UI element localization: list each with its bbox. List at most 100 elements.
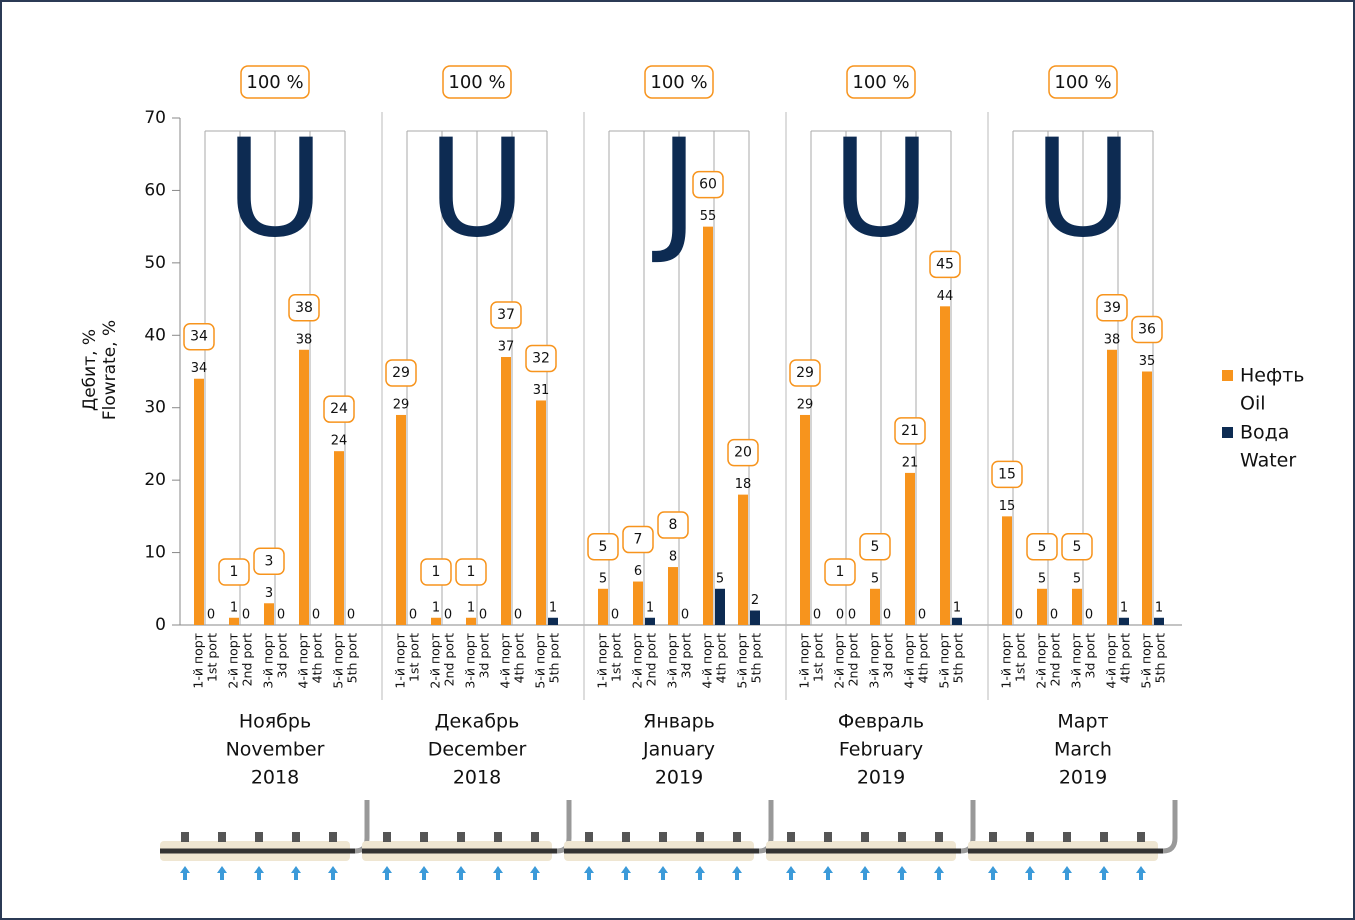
value-label: 0 <box>409 608 417 623</box>
inflow-arrow <box>1136 866 1146 880</box>
x-tick-label: 1-й порт <box>595 633 610 689</box>
port-total: 15 <box>998 466 1016 482</box>
month-label: Февраль <box>838 711 924 733</box>
x-tick-label: 2-й порт <box>226 633 241 689</box>
value-label: 38 <box>1104 332 1121 347</box>
port-total: 45 <box>936 256 954 272</box>
x-tick-label: 3-й порт <box>261 633 276 689</box>
value-label: 0 <box>918 608 926 623</box>
value-label: 0 <box>813 608 821 623</box>
port-total: 7 <box>634 532 643 548</box>
port-total: 21 <box>901 423 919 439</box>
inflow-arrow <box>860 866 870 880</box>
x-tick-label: 5-й порт <box>533 633 548 689</box>
inflow-arrow <box>823 866 833 880</box>
port-total: 5 <box>871 539 880 555</box>
legend-swatch <box>1222 427 1233 438</box>
port-marker <box>329 832 337 842</box>
month-label: 2018 <box>453 767 501 789</box>
value-label: 34 <box>191 361 208 376</box>
inflow-arrow <box>1062 866 1072 880</box>
port-total-box <box>859 533 891 561</box>
value-label: 8 <box>669 550 677 565</box>
port-total: 60 <box>699 177 717 193</box>
bar <box>194 378 204 625</box>
port-marker <box>181 832 189 842</box>
value-label: 1 <box>549 600 557 615</box>
value-label: 0 <box>836 608 844 623</box>
port-total: 34 <box>190 329 208 345</box>
value-label: 0 <box>479 608 487 623</box>
inflow-arrow <box>1099 866 1109 880</box>
value-label: 31 <box>533 383 550 398</box>
inflow-arrow <box>419 866 429 880</box>
value-label: 1 <box>953 600 961 615</box>
inflow-arrow <box>786 866 796 880</box>
bar <box>952 617 962 625</box>
month-label: November <box>226 739 325 761</box>
inflow-arrow <box>328 866 338 880</box>
value-label: 38 <box>296 332 313 347</box>
profile-letter: U <box>428 110 527 267</box>
value-label: 15 <box>999 499 1016 514</box>
month-label: Март <box>1057 711 1108 733</box>
inflow-arrow <box>934 866 944 880</box>
port-total-box <box>824 558 856 586</box>
value-label: 0 <box>207 608 215 623</box>
group-total: 100 % <box>448 72 505 93</box>
x-tick-label: 5-й порт <box>937 633 952 689</box>
port-marker <box>989 832 997 842</box>
port-total-box <box>587 533 619 561</box>
month-label: February <box>839 739 923 761</box>
legend-label: Вода <box>1240 422 1289 444</box>
value-label: 1 <box>230 600 238 615</box>
port-marker <box>292 832 300 842</box>
port-total: 37 <box>497 307 515 323</box>
port-total: 1 <box>230 564 239 580</box>
profile-letter: U <box>832 110 931 267</box>
x-tick-label: 3-й порт <box>665 633 680 689</box>
bar <box>229 617 239 625</box>
bar <box>264 603 274 625</box>
bar <box>466 617 476 625</box>
port-total-box <box>894 417 926 445</box>
port-total-box <box>1131 315 1163 344</box>
x-tick-label: 1-й порт <box>191 633 206 689</box>
x-tick-label: 2nd port <box>442 633 457 687</box>
x-tick-label: 2nd port <box>644 633 659 687</box>
port-total: 5 <box>1038 539 1047 555</box>
port-marker <box>861 832 869 842</box>
value-label: 0 <box>312 608 320 623</box>
value-label: 2 <box>751 593 759 608</box>
port-total-box <box>288 294 320 322</box>
port-total: 38 <box>295 300 313 316</box>
inflow-arrow <box>291 866 301 880</box>
port-total: 29 <box>796 365 814 381</box>
y-tick-label: 60 <box>144 180 166 200</box>
value-label: 1 <box>1155 600 1163 615</box>
x-tick-label: 2nd port <box>1048 633 1063 687</box>
total-box <box>442 65 512 99</box>
inflow-arrow <box>658 866 668 880</box>
value-label: 1 <box>467 600 475 615</box>
x-tick-label: 5-й порт <box>735 633 750 689</box>
port-total-box <box>1096 294 1128 322</box>
inflow-arrow <box>217 866 227 880</box>
port-marker <box>494 832 502 842</box>
x-tick-label: 2-й порт <box>428 633 443 689</box>
port-total: 20 <box>734 445 752 461</box>
bar <box>1142 371 1152 625</box>
inflow-arrow <box>988 866 998 880</box>
x-tick-label: 3d port <box>275 633 290 679</box>
port-total-box <box>490 301 522 329</box>
x-tick-label: 5th port <box>547 633 562 683</box>
x-tick-label: 5th port <box>951 633 966 683</box>
total-box <box>240 65 310 99</box>
x-tick-label: 5th port <box>749 633 764 683</box>
x-tick-label: 3-й порт <box>1069 633 1084 689</box>
port-total: 1 <box>467 564 476 580</box>
value-label: 0 <box>277 608 285 623</box>
inflow-arrow <box>493 866 503 880</box>
